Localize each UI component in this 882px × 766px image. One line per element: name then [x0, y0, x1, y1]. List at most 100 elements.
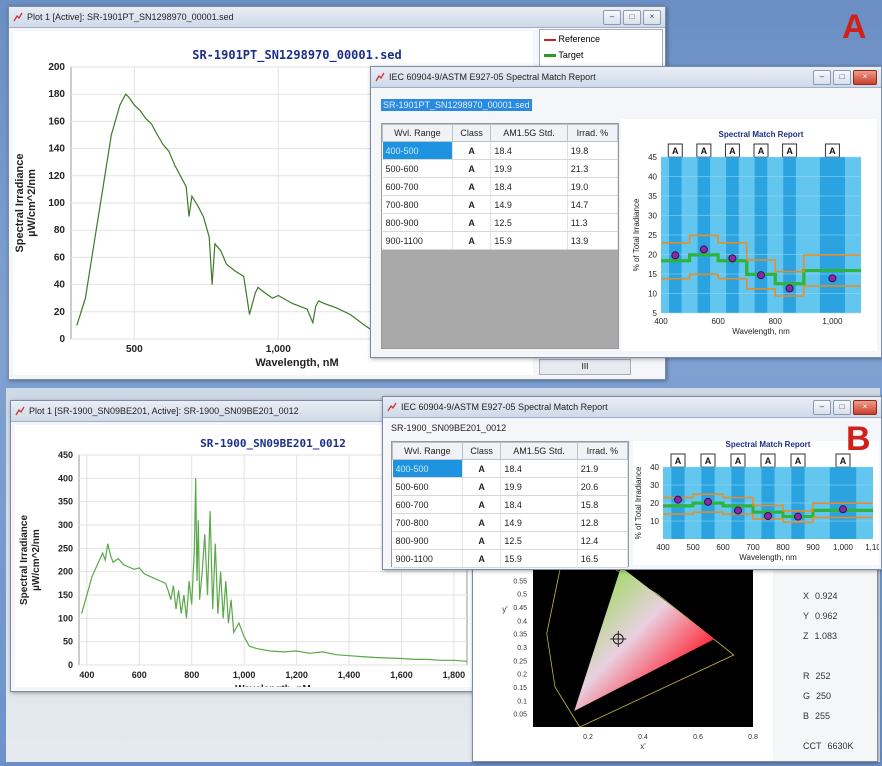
- legend-label-target: Target: [558, 50, 584, 60]
- table-cell-class: A: [462, 459, 502, 478]
- y-tick-label: 450: [58, 450, 73, 460]
- x-tick-label: 1,000: [233, 670, 256, 680]
- y-tick-label: 30: [650, 481, 659, 490]
- column-header[interactable]: Wvl. Range: [382, 124, 453, 142]
- report-window-a-titlebar[interactable]: IEC 60904-9/ASTM E927-05 Spectral Match …: [371, 67, 881, 88]
- x-tick-label: 1,400: [338, 670, 361, 680]
- y-tick-label: 0.4: [517, 618, 527, 625]
- x-tick-label: 600: [132, 670, 147, 680]
- file-name-field[interactable]: SR-1900_SN09BE201_0012: [391, 423, 506, 433]
- column-header[interactable]: Irrad. %: [566, 124, 619, 142]
- minimize-button[interactable]: –: [813, 400, 831, 415]
- chart-title: SR-1901PT_SN1298970_00001.sed: [192, 48, 402, 63]
- lower-limit-line: [663, 511, 873, 523]
- report-window-b-titlebar[interactable]: IEC 60904-9/ASTM E927-05 Spectral Match …: [383, 397, 881, 418]
- table-cell-irrad: 13.9: [567, 231, 619, 250]
- irradiance-point: [704, 497, 712, 506]
- x-tick-label: 500: [686, 543, 700, 552]
- x-tick-label: 800: [184, 670, 199, 680]
- column-header[interactable]: Class: [451, 124, 492, 142]
- column-header[interactable]: Wvl. Range: [392, 442, 463, 460]
- table-cell-range: 500-600: [382, 159, 453, 178]
- color-value-number: 1.083: [814, 631, 838, 641]
- table-cell-irrad: 12.8: [577, 513, 629, 532]
- x-tick-label: 800: [776, 543, 790, 552]
- class-label: A: [701, 146, 708, 156]
- column-header[interactable]: AM1.5G Std.: [490, 124, 568, 142]
- table-cell-std: 14.9: [500, 513, 578, 532]
- table-row[interactable]: 600-700 A 18.4 15.8: [392, 495, 629, 514]
- results-table-b: Wvl. Range Class AM1.5G Std. Irrad. % 400-50…: [391, 441, 629, 568]
- y-tick-label: 0.15: [513, 685, 527, 692]
- x-tick-label: 400: [654, 317, 668, 326]
- minimize-button[interactable]: –: [813, 70, 831, 85]
- spectral-chart-b: A A A A A A 10 20 30 40 400 500 600 700 800 900 1,000 1,1…: [633, 440, 881, 565]
- horizontal-scrollbar[interactable]: III: [539, 359, 631, 375]
- close-button[interactable]: ×: [643, 10, 661, 25]
- plot-icon: [15, 406, 25, 416]
- y-axis-label: Spectral Irradiance: [14, 153, 26, 252]
- table-row[interactable]: 500-600 A 19.9 21.3: [382, 159, 619, 178]
- maximize-button[interactable]: □: [833, 70, 851, 85]
- spectral-chart-a: A A A A A A 5 10 15 20 25 30 35 40 45 400 600 800 1,000 Spe…: [621, 119, 877, 351]
- table-row[interactable]: 700-800 A 14.9 12.8: [392, 513, 629, 532]
- y-tick-label: 400: [58, 473, 73, 483]
- irradiance-point: [671, 251, 680, 260]
- y-tick-label: 0.35: [513, 632, 527, 639]
- plot-window-a-titlebar[interactable]: Plot 1 [Active]: SR-1901PT_SN1298970_000…: [9, 7, 665, 28]
- y-tick-label: 250: [58, 543, 73, 553]
- y-tick-label: 0.25: [513, 658, 527, 665]
- y-axis-label: y': [502, 605, 508, 614]
- color-value-row: Y 0.962: [803, 611, 838, 621]
- maximize-button[interactable]: □: [833, 400, 851, 415]
- irradiance-point: [757, 271, 765, 280]
- lower-limit-line: [661, 273, 861, 297]
- table-row[interactable]: 500-600 A 19.9 20.6: [392, 477, 629, 496]
- plot-window-b-titlebar[interactable]: Plot 1 [SR-1900_SN09BE201, Active]: SR-1…: [11, 401, 477, 422]
- y-tick-label: 200: [48, 62, 65, 73]
- table-cell-class: A: [462, 531, 502, 550]
- y-tick-label: 80: [54, 225, 66, 236]
- table-cell-class: A: [452, 231, 492, 250]
- x-tick-label: 700: [746, 543, 760, 552]
- y-tick-label: 0: [59, 334, 65, 345]
- table-row[interactable]: 400-500 A 18.4 19.8: [382, 141, 619, 160]
- legend-item-target: Target: [544, 50, 583, 60]
- x-tick-label: 1,000: [833, 543, 854, 552]
- y-tick-label: 10: [650, 517, 659, 526]
- table-row[interactable]: 400-500 A 18.4 21.9: [392, 459, 629, 478]
- irradiance-point: [699, 245, 708, 254]
- y-tick-label: 300: [58, 520, 73, 530]
- table-cell-irrad: 19.0: [567, 177, 619, 196]
- y-tick-label: 40: [648, 173, 657, 182]
- table-row[interactable]: 800-900 A 12.5 11.3: [382, 213, 619, 232]
- y-axis-unit: µW/cm^2/nm: [31, 529, 42, 591]
- irradiance-point: [764, 511, 772, 520]
- minimize-button[interactable]: –: [603, 10, 621, 25]
- report-window-b: IEC 60904-9/ASTM E927-05 Spectral Match …: [382, 396, 882, 570]
- table-row[interactable]: 900-1100 A 15.9 16.5: [392, 549, 629, 568]
- irradiance-point: [674, 495, 682, 504]
- column-header[interactable]: AM1.5G Std.: [500, 442, 578, 460]
- table-row[interactable]: 800-900 A 12.5 12.4: [392, 531, 629, 550]
- plot-window-a-title: Plot 1 [Active]: SR-1901PT_SN1298970_000…: [27, 12, 234, 22]
- column-header[interactable]: Irrad. %: [576, 442, 629, 460]
- close-button[interactable]: ×: [853, 400, 877, 415]
- table-row[interactable]: 700-800 A 14.9 14.7: [382, 195, 619, 214]
- x-tick-label: 600: [716, 543, 730, 552]
- x-tick-label: 0.4: [638, 734, 648, 741]
- maximize-button[interactable]: □: [623, 10, 641, 25]
- table-row[interactable]: 600-700 A 18.4 19.0: [382, 177, 619, 196]
- x-axis-label: Wavelength, nm: [732, 327, 790, 336]
- file-name-field[interactable]: SR-1901PT_SN1298970_00001.sed: [381, 99, 532, 111]
- y-tick-label: 0.2: [517, 672, 527, 679]
- close-button[interactable]: ×: [853, 70, 877, 85]
- color-value-number: 0.962: [815, 611, 838, 621]
- standard-line: [661, 253, 861, 286]
- column-header[interactable]: Class: [461, 442, 502, 460]
- color-value-label: CCT: [803, 741, 822, 751]
- table-cell-std: 18.4: [490, 177, 568, 196]
- scroll-thumb[interactable]: III: [581, 362, 589, 371]
- table-row[interactable]: 900-1100 A 15.9 13.9: [382, 231, 619, 250]
- y-tick-label: 35: [648, 192, 657, 201]
